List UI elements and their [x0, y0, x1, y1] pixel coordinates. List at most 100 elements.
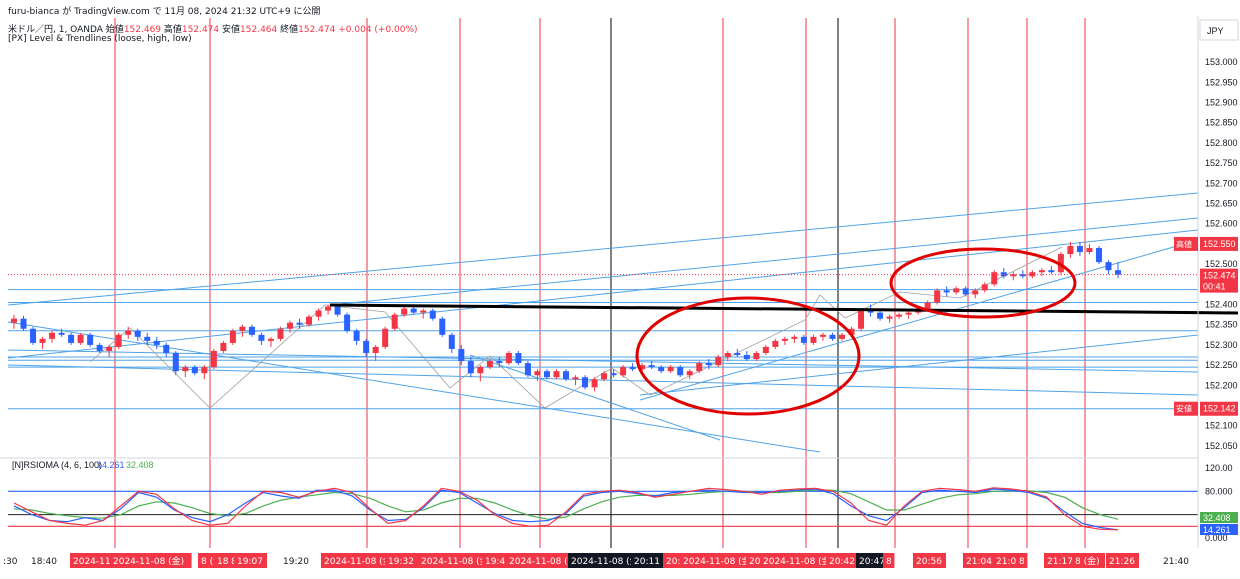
candle-body: [153, 340, 160, 345]
candle-body: [886, 316, 893, 319]
candle-body: [753, 352, 760, 360]
candle-body: [382, 328, 389, 347]
candle-body: [1115, 270, 1121, 275]
candle-body: [620, 367, 627, 376]
candle-body: [1038, 270, 1045, 273]
time-label-bg: [1044, 553, 1077, 568]
rsi-pane: [N]RSIOMA (4, 6, 100)14.261 32.408 120.008…: [8, 460, 1238, 543]
candle-body: [239, 326, 246, 331]
candle-body: [11, 318, 17, 323]
candle-body: [220, 342, 227, 351]
candle-body: [639, 365, 646, 370]
candle-body: [1019, 274, 1026, 277]
indicator-line[interactable]: [PX] Level & Trendlines (loose, high, lo…: [8, 34, 192, 44]
candle-body: [1067, 245, 1074, 255]
currency-label: JPY: [1207, 26, 1224, 36]
trendline: [7, 349, 1199, 373]
candle-body: [20, 318, 27, 329]
support-line: [329, 303, 1239, 315]
candle-body: [924, 302, 931, 309]
time-label-bg: [1016, 553, 1028, 568]
candle-body: [867, 310, 874, 313]
candlesticks: [11, 241, 1121, 392]
candle-body: [601, 373, 608, 380]
candle-body: [201, 367, 208, 374]
time-label-bg: [234, 553, 267, 568]
candle-body: [344, 314, 351, 331]
time-label: 2024-11-08 (金): [113, 555, 184, 567]
time-label: 2024-11-08 (金): [763, 555, 834, 567]
candle-body: [724, 352, 731, 358]
candle-body: [191, 367, 198, 374]
time-label-bg: [506, 553, 588, 568]
horizontal-levels: [8, 289, 1198, 410]
price-tick: 152.750: [1205, 158, 1238, 168]
trendline: [639, 239, 1199, 401]
candle-body: [458, 348, 465, 362]
candle-body: [1029, 272, 1036, 277]
time-label: 2024-11-08 (金): [324, 555, 395, 567]
candle-body: [306, 316, 313, 325]
candle-body: [1076, 245, 1083, 253]
low-badge-value: 152.142: [1203, 404, 1236, 414]
current-badge-bg: [1200, 268, 1238, 293]
time-label: 8: [1019, 557, 1025, 567]
rsi-badge-green: 32.408: [1203, 513, 1231, 523]
candle-body: [572, 377, 579, 380]
highlight-ellipse: [635, 296, 861, 416]
candle-body: [934, 290, 941, 303]
time-label: 2024-11-08 (金): [509, 555, 580, 567]
rsi-tick: 0.000: [1205, 533, 1228, 543]
price-tick: 152.800: [1205, 138, 1238, 148]
candle-body: [210, 350, 217, 368]
candle-body: [696, 363, 703, 372]
trendline: [7, 192, 1199, 306]
time-label: 20:: [749, 557, 763, 567]
time-label: 21:08: [996, 557, 1022, 567]
candle-body: [39, 338, 46, 343]
candle-body: [582, 377, 589, 388]
candle-body: [182, 367, 189, 372]
time-label-bg: [1072, 553, 1105, 568]
time-label: 21:17: [1047, 557, 1073, 567]
candle-body: [353, 330, 360, 341]
time-label-bg: [385, 553, 418, 568]
currency-box: [1199, 19, 1239, 41]
candle-body: [1105, 262, 1112, 271]
candle-body: [296, 322, 303, 325]
candle-body: [115, 334, 122, 347]
candle-body: [277, 328, 284, 339]
countdown-value: 00:41: [1203, 282, 1226, 292]
price-tick: 152.600: [1205, 219, 1238, 229]
price-tick: 152.500: [1205, 259, 1238, 269]
candle-body: [858, 310, 865, 329]
time-label-bg: [760, 553, 842, 568]
candle-body: [610, 373, 617, 376]
candle-body: [163, 344, 170, 353]
time-label-bg: [663, 553, 686, 568]
time-label-bg: [1106, 553, 1139, 568]
indicator-name[interactable]: [PX] Level & Trendlines (loose, high, lo…: [8, 34, 192, 44]
candle-body: [287, 322, 293, 329]
candle-body: [829, 334, 836, 339]
time-label: 20:47: [859, 557, 885, 567]
time-label-bg: [418, 553, 500, 568]
price-tick: 152.050: [1205, 441, 1238, 451]
time-label-bg: [70, 553, 120, 568]
zigzag: [89, 246, 1063, 409]
rsi-red-series: [13, 487, 1119, 531]
symbol-name[interactable]: 米ドル／円, 1, OANDA: [8, 25, 103, 35]
time-label: 20:11: [634, 557, 660, 567]
rsi-tick: 80.000: [1205, 486, 1233, 496]
candle-body: [648, 365, 655, 368]
candle-body: [30, 328, 37, 343]
candle-body: [96, 344, 103, 351]
candle-body: [134, 330, 141, 337]
low-label: 安値: [222, 25, 241, 35]
candle-body: [267, 338, 274, 341]
close-value: 152.474: [298, 25, 336, 35]
candle-body: [258, 334, 265, 341]
high-badge-label: 高値: [1176, 239, 1192, 249]
candle-body: [1048, 270, 1055, 273]
